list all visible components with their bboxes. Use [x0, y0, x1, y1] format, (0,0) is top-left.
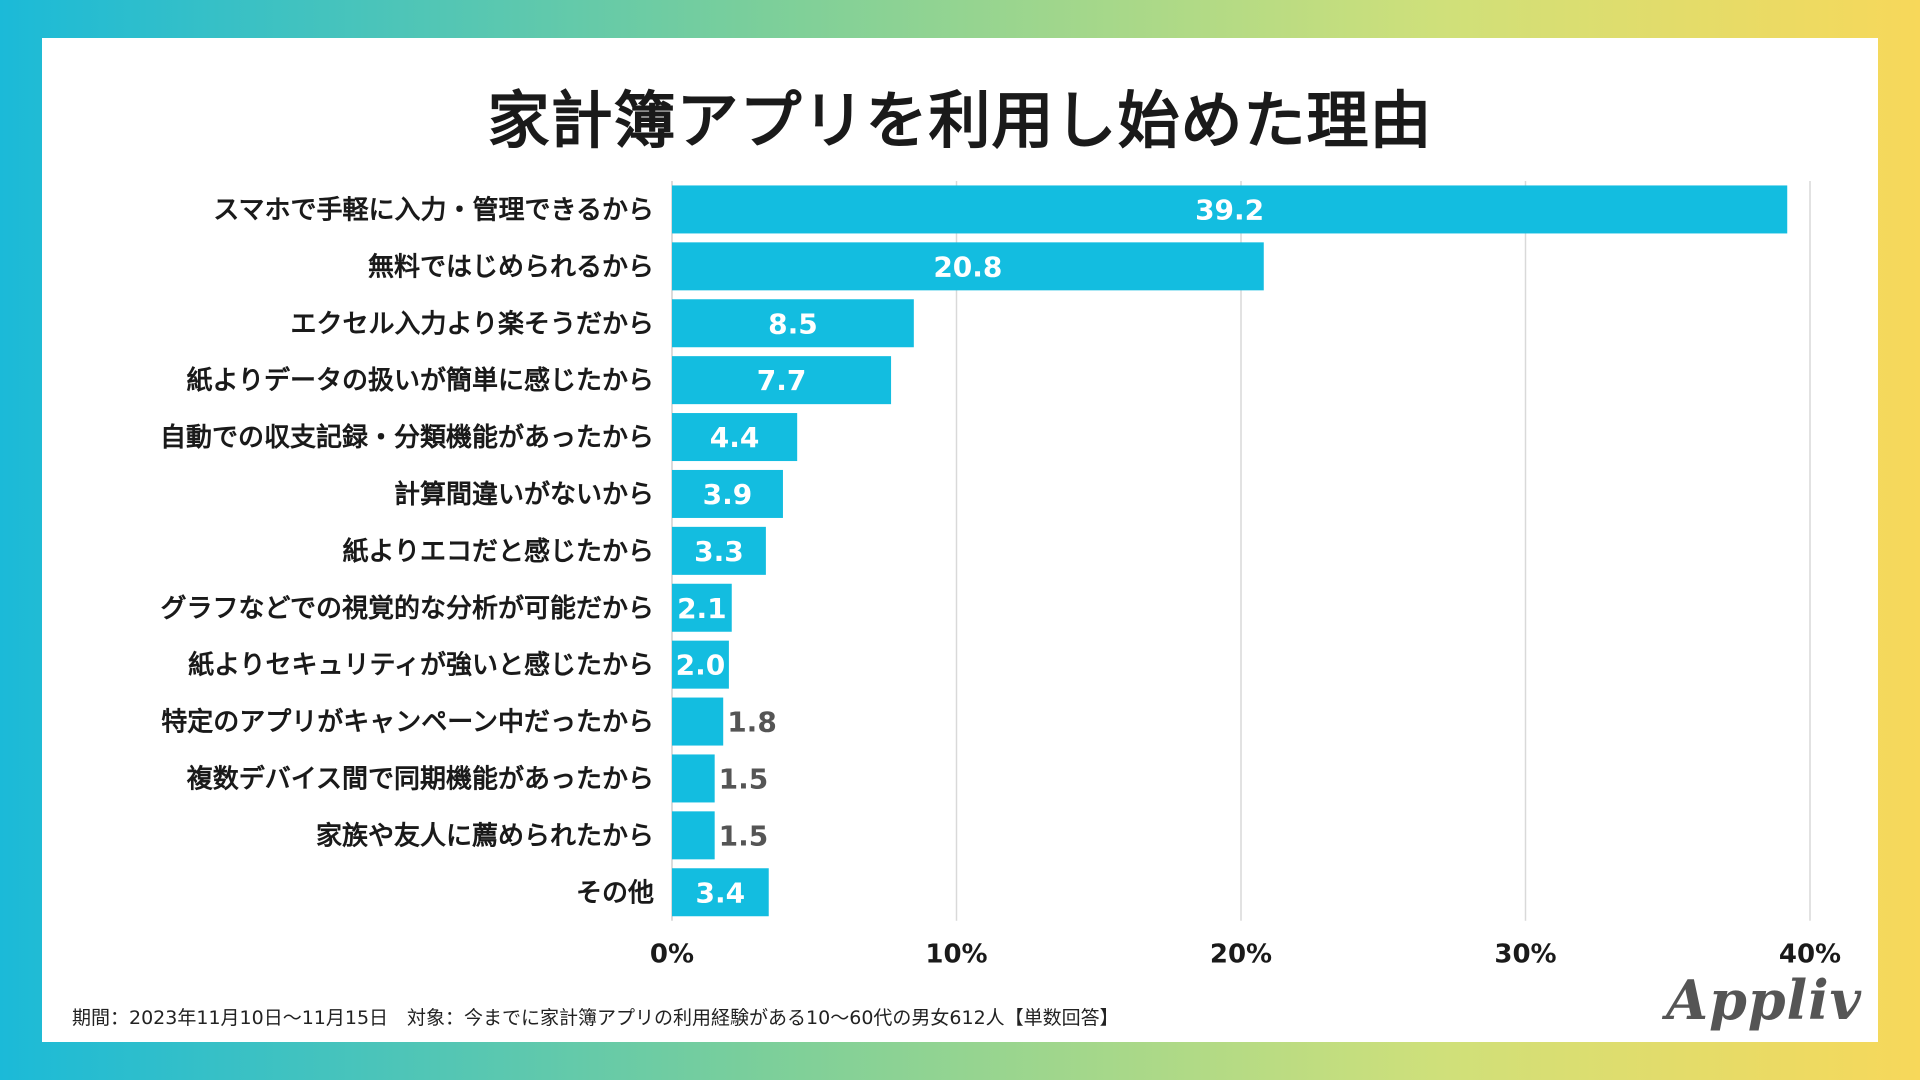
data-label: 2.1: [677, 592, 727, 625]
data-label: 20.8: [933, 250, 1002, 283]
data-label: 3.4: [696, 876, 746, 909]
data-label: 1.8: [727, 706, 777, 739]
x-tick-label: 0%: [650, 940, 694, 970]
category-label: 無料ではじめられるから: [368, 252, 654, 282]
chart-card: 家計簿アプリを利用し始めた理由 0% 10% 20% 30% 40% スマホで手軽に入力・…: [42, 38, 1878, 1042]
x-tick-label: 40%: [1779, 940, 1841, 970]
bar: [672, 697, 724, 746]
bar: [672, 640, 729, 689]
data-label: 7.7: [757, 364, 807, 397]
category-label: 計算間違いがないから: [394, 479, 654, 510]
bar: [672, 526, 766, 575]
category-label: 特定のアプリがキャンペーン中だったから: [161, 707, 654, 738]
bar: [672, 413, 798, 462]
brand-logo: Appliv: [1666, 968, 1862, 1032]
category-label: スマホで手軽に入力・管理できるから: [213, 194, 654, 225]
bar: [672, 583, 732, 632]
bar: [672, 754, 715, 803]
data-label: 3.3: [694, 535, 744, 568]
data-label: 3.9: [703, 478, 753, 511]
category-label: 紙よりセキュリティが強いと感じたから: [188, 650, 654, 681]
chart-title: 家計簿アプリを利用し始めた理由: [487, 84, 1433, 157]
category-label: グラフなどでの視覚的な分析が可能だから: [161, 593, 654, 624]
category-label: その他: [576, 878, 654, 908]
category-label: 自動での収支記録・分類機能があったから: [160, 422, 654, 453]
data-label: 1.5: [719, 819, 769, 852]
data-label: 2.0: [676, 649, 726, 682]
bar: [672, 356, 892, 405]
data-label: 8.5: [768, 307, 818, 340]
x-tick-label: 20%: [1210, 940, 1272, 970]
category-label: 複数デバイス間で同期機能があったから: [187, 763, 654, 794]
data-label: 1.5: [719, 762, 769, 795]
bar: [672, 868, 769, 917]
x-tick-label: 30%: [1494, 940, 1556, 970]
category-label: 紙よりデータの扱いが簡単に感じたから: [187, 365, 654, 396]
data-label: 39.2: [1195, 193, 1264, 226]
x-tick-label: 10%: [925, 940, 987, 970]
bar: [672, 811, 715, 860]
bar: [672, 185, 1788, 234]
bar: [672, 469, 783, 518]
data-label: 4.4: [710, 421, 760, 454]
category-label: 家族や友人に薦められたから: [316, 820, 654, 851]
category-label: 紙よりエコだと感じたから: [343, 536, 654, 567]
bar-chart: 0% 10% 20% 30% 40% スマホで手軽に入力・管理できるから 39.2 無料ではじ…: [160, 181, 1841, 970]
bar: [672, 299, 914, 348]
category-label: エクセル入力より楽そうだから: [291, 309, 654, 339]
footnote: 期間：2023年11月10日〜11月15日 対象：今までに家計簿アプリの利用経験…: [72, 1007, 1119, 1029]
bar: [672, 242, 1264, 291]
